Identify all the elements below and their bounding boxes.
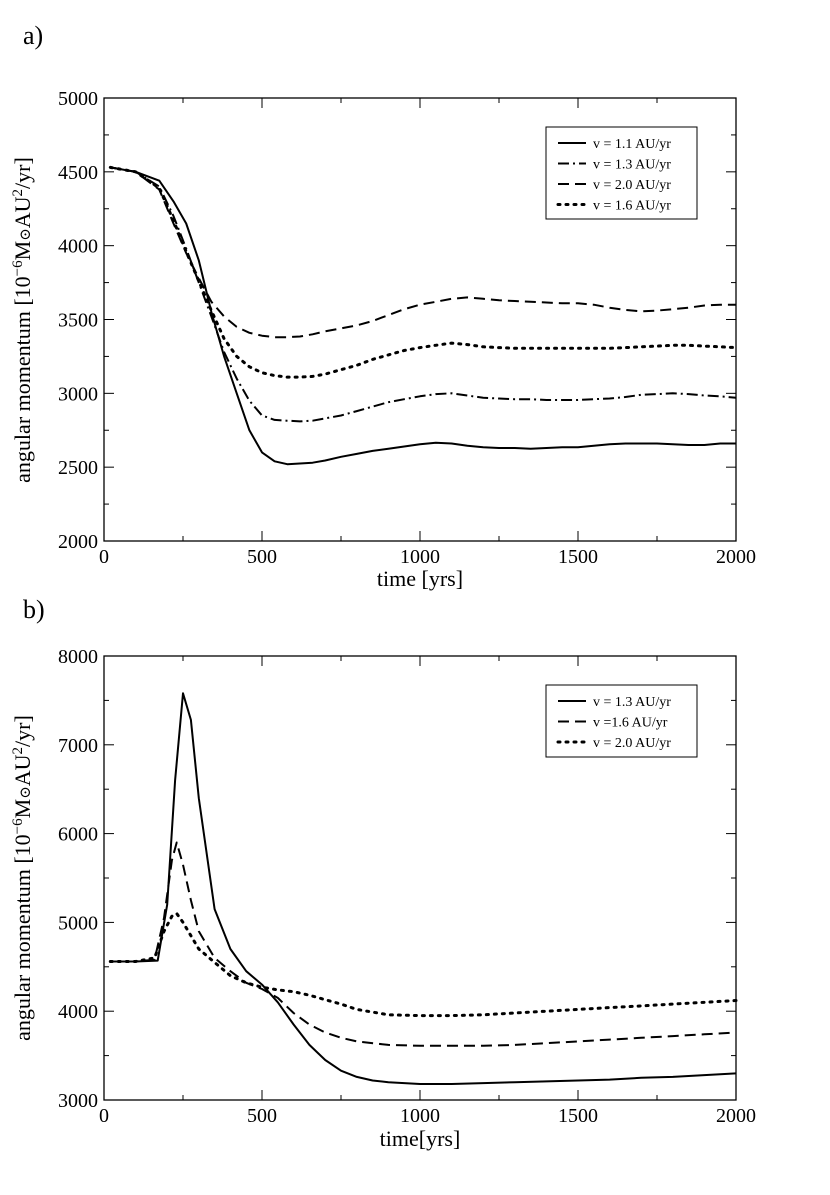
y-tick-label: 3000: [58, 383, 98, 405]
y-tick-label: 8000: [58, 646, 98, 668]
series-line-dashed: [110, 166, 736, 339]
legend-label: v = 2.0 AU/yr: [593, 736, 671, 751]
x-tick-label: 1000: [400, 1105, 440, 1127]
y-tick-label: 3500: [58, 310, 98, 332]
y-tick-label: 5000: [58, 88, 98, 110]
series-line-dashdot: [110, 166, 737, 423]
x-tick-label: 500: [247, 1105, 277, 1127]
panel-a-label: a): [23, 21, 43, 50]
series-line-solid: [110, 166, 736, 466]
series-line-dashed: [110, 841, 737, 1047]
x-tick-label: 0: [99, 1105, 109, 1127]
series-group-b: [108, 692, 738, 1085]
x-tick-label: 1000: [400, 546, 440, 568]
x-axis-title-a: time [yrs]: [377, 566, 463, 591]
series-line-dotted: [108, 912, 738, 1018]
series-line-solid: [110, 692, 737, 1085]
series-line-dotted: [108, 165, 738, 379]
legend-label: v = 1.3 AU/yr: [593, 695, 671, 710]
axes-a: 0 500 1000 1500 2000 2000 2500 3000 3500 4000 4500…: [58, 88, 756, 568]
x-tick-label: 2000: [716, 546, 756, 568]
y-tick-label: 4500: [58, 162, 98, 184]
legend-label: v = 1.1 AU/yr: [593, 137, 671, 152]
y-tick-label: 4000: [58, 1001, 98, 1023]
y-tick-label: 6000: [58, 824, 98, 846]
legend-box-b: [545, 684, 698, 758]
x-tick-label: 1500: [558, 1105, 598, 1127]
series-group-a: [108, 165, 738, 466]
legend-box-a: [545, 126, 698, 220]
y-axis-title-b: angular momentum [10−6M⊙AU2/yr]: [10, 715, 35, 1041]
x-axis-title-b: time[yrs]: [380, 1126, 461, 1151]
y-tick-label: 2500: [58, 457, 98, 479]
x-tick-label: 0: [99, 546, 109, 568]
axes-b: 0 500 1000 1500 2000 3000 4000 5000 6000 7000 8000: [58, 646, 756, 1127]
y-tick-label: 7000: [58, 735, 98, 757]
y-tick-label: 4000: [58, 236, 98, 258]
y-tick-label: 2000: [58, 531, 98, 553]
x-tick-label: 1500: [558, 546, 598, 568]
legend-b: v = 1.3 AU/yr v =1.6 AU/yr v = 2.0 AU/yr: [545, 684, 698, 758]
panel-a: a) 0 500 1000 1500 2000 2000 2500 3000 3500 4000 4…: [10, 21, 756, 591]
x-tick-label: 500: [247, 546, 277, 568]
panel-b-label: b): [23, 595, 45, 624]
y-tick-label: 3000: [58, 1090, 98, 1112]
legend-label: v = 1.6 AU/yr: [593, 199, 671, 214]
legend-a: v = 1.1 AU/yr v = 1.3 AU/yr v = 2.0 AU/yr v…: [545, 126, 698, 220]
panel-b: b) 0 500 1000 1500 2000 3000 4000 5000 6000 7000 8…: [10, 595, 756, 1151]
y-axis-title-a: angular momentum [10−6M⊙AU2/yr]: [10, 157, 35, 483]
legend-label: v = 2.0 AU/yr: [593, 178, 671, 193]
legend-label: v =1.6 AU/yr: [593, 716, 668, 731]
y-tick-label: 5000: [58, 912, 98, 934]
x-tick-label: 2000: [716, 1105, 756, 1127]
legend-label: v = 1.3 AU/yr: [593, 158, 671, 173]
